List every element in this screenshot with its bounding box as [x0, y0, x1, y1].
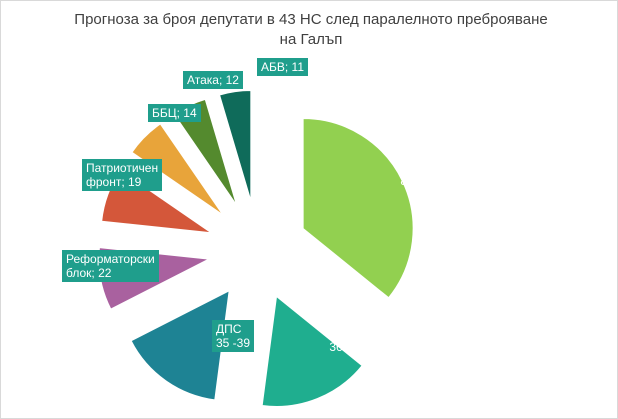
data-label-gerb: ГЕРБ 82 - 90	[400, 160, 438, 188]
data-label-patriotic-front: Патриотичен фронт; 19	[82, 159, 163, 191]
pie-slice-dps	[130, 289, 230, 401]
pie-slice-abv	[218, 90, 252, 201]
pie-slice-bbc	[131, 123, 224, 216]
data-label-reform-block: Реформаторски блок; 22	[62, 250, 159, 282]
chart-title-line-1: Прогноза за броя депутати в 43 НС след п…	[74, 11, 548, 28]
data-label-abv: АБВ; 11	[257, 58, 309, 76]
data-label-ataka: Атака; 12	[183, 71, 243, 89]
data-label-bbc: ББЦ; 14	[148, 104, 201, 122]
data-label-dps: ДПС 35 -39	[212, 320, 255, 352]
chart-title: Прогноза за броя депутати в 43 НС след п…	[41, 10, 581, 50]
pie-slice-bsp	[261, 295, 363, 407]
data-label-bsp: БСП 36 - 42	[329, 326, 367, 354]
chart-title-line-2: на Галъп	[279, 31, 343, 48]
pie-slice-gerb	[302, 117, 414, 299]
